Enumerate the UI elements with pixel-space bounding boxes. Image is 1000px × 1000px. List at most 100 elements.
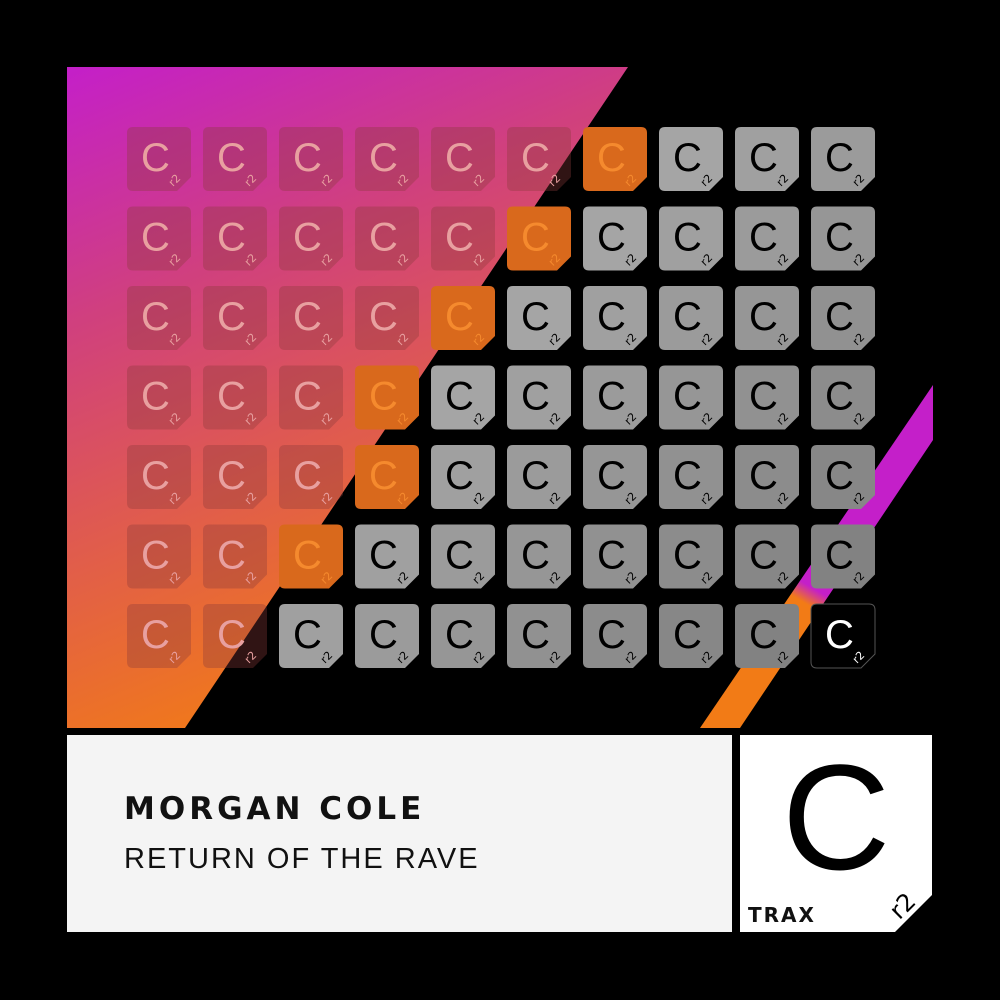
tile-logo-letter: C — [825, 534, 854, 578]
tile: Cr2 — [735, 206, 799, 271]
tile: Cr2 — [431, 286, 495, 350]
tile-logo-letter: C — [217, 534, 246, 578]
tile-logo-letter: C — [673, 454, 702, 498]
tile: Cr2 — [507, 286, 571, 350]
tile: Cr2 — [735, 127, 799, 191]
tile-logo-letter: C — [293, 136, 322, 180]
tile: Cr2 — [811, 127, 875, 191]
tile-logo-letter: C — [597, 216, 626, 260]
tile-logo-letter: C — [749, 216, 778, 260]
tile-logo-letter: C — [597, 454, 626, 498]
tile: Cr2 — [735, 286, 799, 350]
tile-logo-letter: C — [141, 136, 170, 180]
tile: Cr2 — [355, 286, 419, 350]
tile-logo-letter: C — [293, 613, 322, 657]
tile-logo-letter: C — [673, 534, 702, 578]
logo-word: TRAX — [748, 903, 816, 927]
tile: Cr2 — [659, 286, 723, 350]
tile: Cr2 — [811, 524, 875, 589]
tile-logo-letter: C — [369, 216, 398, 260]
release-title: RETURN OF THE RAVE — [124, 843, 480, 875]
tile: Cr2 — [127, 206, 191, 271]
tile-logo-letter: C — [217, 136, 246, 180]
tile: Cr2 — [279, 445, 343, 509]
tile-logo-letter: C — [217, 613, 246, 657]
tile-logo-letter: C — [673, 216, 702, 260]
tile: Cr2 — [507, 524, 571, 589]
tile-logo-letter: C — [521, 216, 550, 260]
tile-logo-letter: C — [825, 295, 854, 339]
tile-logo-letter: C — [369, 295, 398, 339]
tile-logo-letter: C — [521, 613, 550, 657]
tile-logo-letter: C — [825, 216, 854, 260]
tile: Cr2 — [279, 127, 343, 191]
tile-logo-letter: C — [217, 295, 246, 339]
tile: Cr2 — [735, 604, 799, 668]
tile: Cr2 — [735, 445, 799, 509]
logo-background — [740, 735, 932, 932]
tile: Cr2 — [431, 206, 495, 271]
tile: Cr2 — [659, 206, 723, 271]
tile-logo-letter: C — [445, 375, 474, 419]
tile-logo-letter: C — [825, 454, 854, 498]
tile-logo-letter: C — [521, 295, 550, 339]
tile-logo-letter: C — [217, 454, 246, 498]
tile-logo-letter: C — [597, 136, 626, 180]
tile: Cr2 — [735, 524, 799, 589]
tile-logo-letter: C — [141, 454, 170, 498]
tile: Cr2 — [431, 365, 495, 430]
tile-logo-letter: C — [293, 454, 322, 498]
tile: Cr2 — [659, 127, 723, 191]
tile-logo-letter: C — [597, 375, 626, 419]
tile-grid: Cr2Cr2Cr2Cr2Cr2Cr2Cr2Cr2Cr2Cr2Cr2Cr2Cr2C… — [127, 127, 876, 669]
tile-logo-letter: C — [293, 295, 322, 339]
tile: Cr2 — [507, 445, 571, 509]
tile-logo-letter: C — [749, 454, 778, 498]
tile-logo-letter: C — [293, 375, 322, 419]
tile-logo-letter: C — [369, 375, 398, 419]
tile: Cr2 — [811, 445, 875, 509]
tile-logo-letter: C — [445, 136, 474, 180]
tile: Cr2 — [431, 445, 495, 509]
tile-logo-letter: C — [673, 295, 702, 339]
tile: Cr2 — [127, 524, 191, 589]
tile-logo-letter: C — [597, 295, 626, 339]
tile: Cr2 — [203, 127, 267, 191]
tile-logo-letter: C — [445, 613, 474, 657]
gradient-shape — [67, 67, 628, 728]
tile: Cr2 — [659, 604, 723, 668]
tile-logo-letter: C — [749, 136, 778, 180]
tile: Cr2 — [431, 604, 495, 668]
tile-logo-letter: C — [369, 136, 398, 180]
tile-logo-letter: C — [369, 613, 398, 657]
tile-logo-letter: C — [825, 136, 854, 180]
tile-logo-letter: C — [521, 454, 550, 498]
tile: Cr2 — [127, 127, 191, 191]
title-panel: MORGAN COLE RETURN OF THE RAVE — [67, 735, 732, 932]
tile: Cr2 — [583, 206, 647, 271]
tile: Cr2 — [735, 365, 799, 430]
logo-letter: C — [782, 733, 891, 901]
tile: Cr2 — [507, 206, 571, 271]
tile-logo-letter: C — [597, 613, 626, 657]
tile-logo-letter: C — [749, 534, 778, 578]
tile: Cr2 — [810, 603, 876, 669]
tile: Cr2 — [203, 286, 267, 350]
tile-logo-letter: C — [445, 534, 474, 578]
tile-logo-letter: C — [825, 613, 854, 657]
tile: Cr2 — [127, 365, 191, 430]
tile: Cr2 — [203, 365, 267, 430]
label-logo: C r2 TRAX — [740, 735, 932, 932]
tile-logo-letter: C — [749, 613, 778, 657]
tile-logo-letter: C — [217, 375, 246, 419]
tile: Cr2 — [431, 127, 495, 191]
tile-logo-letter: C — [141, 375, 170, 419]
tile: Cr2 — [355, 524, 419, 589]
tile: Cr2 — [659, 445, 723, 509]
tile-logo-letter: C — [749, 295, 778, 339]
tile: Cr2 — [583, 127, 647, 191]
tile: Cr2 — [811, 365, 875, 430]
tile: Cr2 — [127, 286, 191, 350]
